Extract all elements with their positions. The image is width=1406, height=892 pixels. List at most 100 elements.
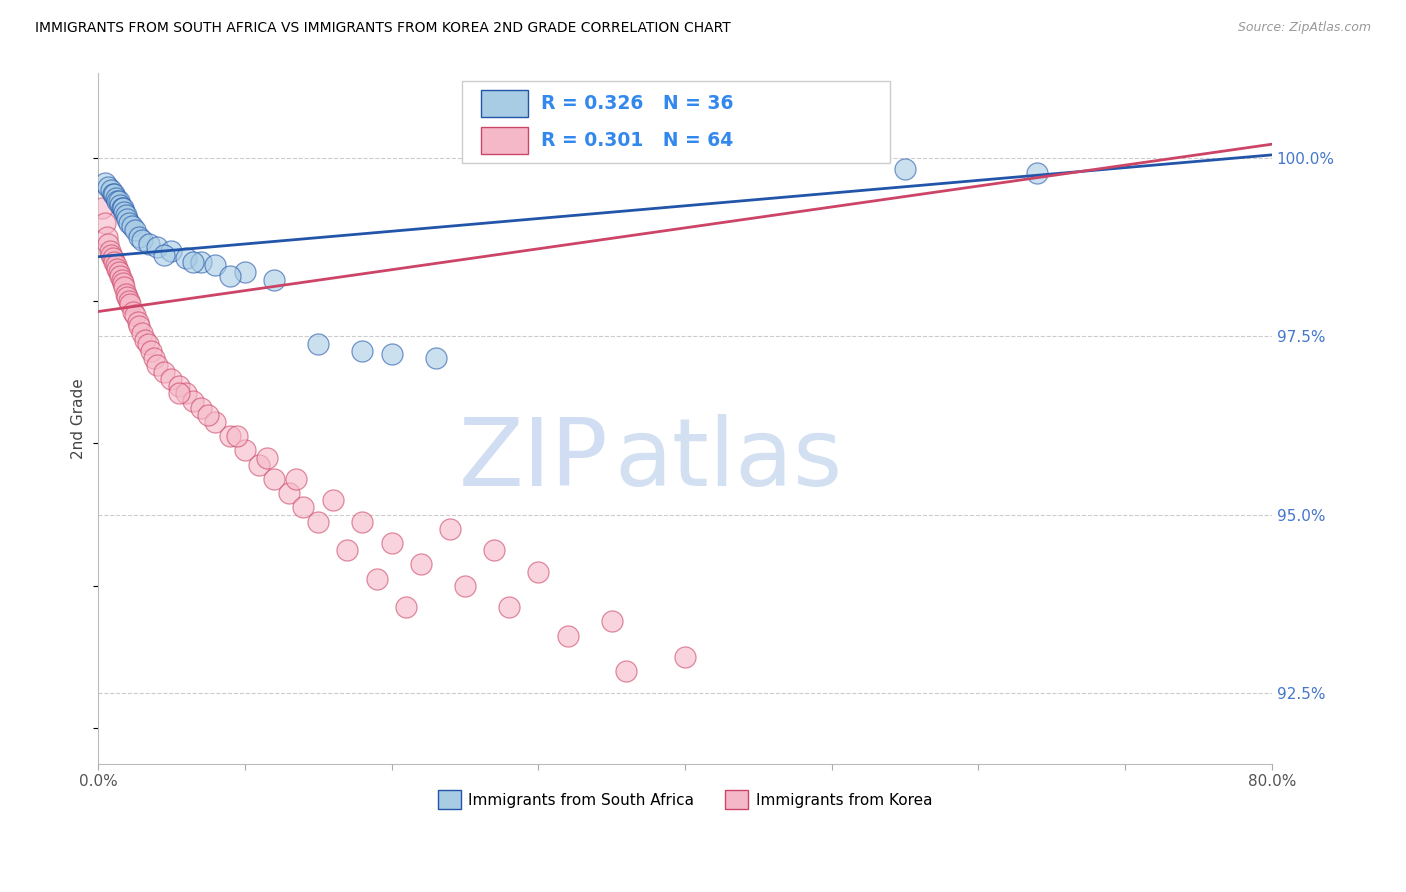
Point [142,351,165,365]
Point [111,202,134,216]
Point [115,286,138,301]
Point [380,347,402,361]
Point [117,211,139,226]
Point [124,308,146,322]
Point [121,219,143,233]
Point [484,543,506,558]
Point [101,251,124,265]
Point [105,194,128,209]
Text: ZIP: ZIP [458,414,609,506]
Point [94,215,117,229]
Point [263,272,285,286]
Point [395,600,418,615]
Text: Source: ZipAtlas.com: Source: ZipAtlas.com [1237,21,1371,34]
Point [160,244,183,258]
Y-axis label: 2nd Grade: 2nd Grade [72,378,86,458]
Point [103,254,125,268]
Point [153,365,176,379]
Point [249,458,271,472]
Point [110,202,132,216]
Point [97,236,120,251]
Point [105,261,128,276]
Point [425,351,447,365]
Point [131,326,153,340]
Text: R = 0.326   N = 36: R = 0.326 N = 36 [540,94,733,113]
Point [307,515,329,529]
Point [673,650,696,665]
Point [103,187,125,202]
Point [104,258,127,272]
Point [219,268,242,283]
FancyBboxPatch shape [481,89,527,117]
Point [219,429,242,443]
Point [409,558,432,572]
Point [614,665,637,679]
Point [111,276,134,290]
Point [352,515,374,529]
Point [233,265,256,279]
Point [366,572,388,586]
Text: IMMIGRANTS FROM SOUTH AFRICA VS IMMIGRANTS FROM KOREA 2ND GRADE CORRELATION CHAR: IMMIGRANTS FROM SOUTH AFRICA VS IMMIGRAN… [35,21,731,35]
Text: R = 0.301   N = 64: R = 0.301 N = 64 [540,131,733,150]
Point [114,279,136,293]
Point [117,290,139,304]
Point [100,247,122,261]
Point [98,244,121,258]
Point [183,393,205,408]
Legend: Immigrants from South Africa, Immigrants from Korea: Immigrants from South Africa, Immigrants… [432,784,938,815]
Point [115,209,138,223]
Point [94,177,117,191]
FancyBboxPatch shape [463,81,890,162]
Point [233,443,256,458]
Point [256,450,278,465]
Point [600,615,623,629]
Point [285,472,308,486]
Point [277,486,299,500]
Point [120,297,142,311]
Point [190,401,212,415]
Point [107,265,129,279]
Point [183,254,205,268]
Point [190,254,212,268]
Point [226,429,249,443]
Point [307,336,329,351]
Point [145,358,167,372]
Point [110,272,132,286]
Point [160,372,183,386]
Point [104,191,127,205]
Point [139,343,162,358]
Point [145,240,167,254]
Point [439,522,461,536]
Point [167,386,190,401]
Point [134,333,156,347]
Point [118,293,141,308]
Point [322,493,344,508]
Point [167,379,190,393]
Point [336,543,359,558]
Point [380,536,402,550]
Point [263,472,285,486]
FancyBboxPatch shape [481,127,527,154]
Point [128,318,150,333]
Point [107,194,129,209]
Point [138,236,160,251]
Point [96,229,118,244]
Point [128,229,150,244]
Point [108,268,131,283]
Point [197,408,219,422]
Point [114,205,136,219]
Point [1026,166,1049,180]
Point [174,251,197,265]
Point [124,222,146,236]
Point [527,565,550,579]
Point [136,336,159,351]
Point [153,247,176,261]
Point [97,180,120,194]
Point [352,343,374,358]
Point [131,233,153,247]
Point [101,187,124,202]
Point [204,415,226,429]
Point [292,500,315,515]
Point [454,579,477,593]
Point [174,386,197,401]
